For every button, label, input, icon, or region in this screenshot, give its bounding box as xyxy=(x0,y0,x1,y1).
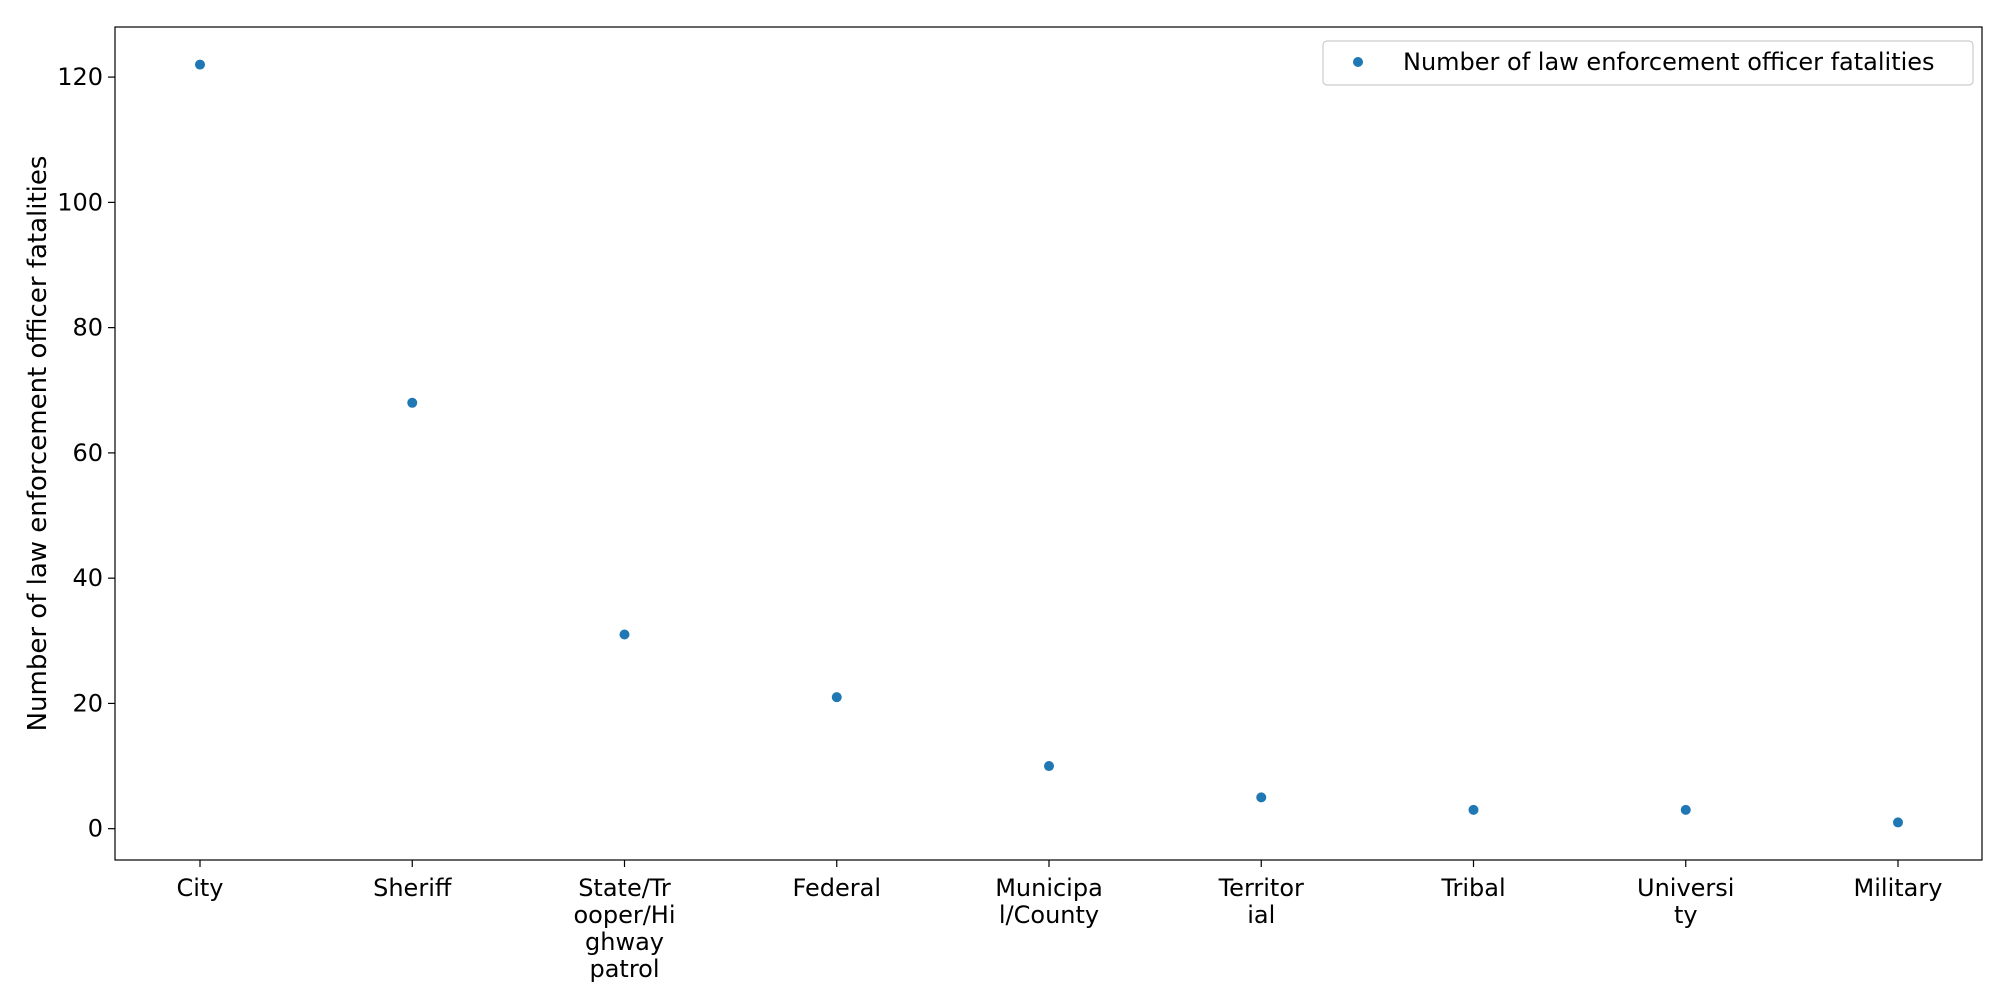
data-point xyxy=(195,59,205,70)
x-tick-label: Universi ty xyxy=(1637,874,1734,929)
y-tick-label: 100 xyxy=(57,188,103,216)
x-tick-label: City xyxy=(176,874,223,902)
data-point xyxy=(1680,804,1691,815)
legend-box xyxy=(1322,40,1974,86)
legend-marker xyxy=(1353,57,1363,67)
x-tick-label: Tribal xyxy=(1440,874,1505,902)
x-tick-label: Military xyxy=(1854,874,1943,902)
y-tick-label: 60 xyxy=(72,439,103,467)
x-tick-label: Municipa l/County xyxy=(995,874,1103,929)
data-point xyxy=(831,692,842,703)
legend: Number of law enforcement officer fatali… xyxy=(1322,40,1974,86)
x-tick-label: Territor ial xyxy=(1218,874,1304,929)
data-point xyxy=(1256,792,1267,803)
y-tick-label: 0 xyxy=(88,815,103,843)
data-point xyxy=(1044,761,1054,772)
plot-area-frame xyxy=(114,26,1983,861)
data-point xyxy=(1468,804,1479,815)
data-point xyxy=(1893,817,1903,828)
legend-label: Number of law enforcement officer fatali… xyxy=(1403,48,1935,76)
y-tick-label: 120 xyxy=(57,63,103,91)
data-point xyxy=(619,629,630,640)
x-axis-ticks: City Sheriff State/Tr ooper/Hi ghway patrol Fe… xyxy=(176,860,1942,983)
x-tick-label: Sheriff xyxy=(373,874,452,902)
y-tick-label: 20 xyxy=(72,689,103,717)
y-axis-label: Number of law enforcement officer fatali… xyxy=(23,156,53,732)
data-points xyxy=(195,59,1903,828)
y-axis-ticks: 0 20 40 60 80 100 120 xyxy=(57,63,115,843)
y-tick-label: 80 xyxy=(72,314,103,342)
data-point xyxy=(407,397,418,408)
y-tick-label: 40 xyxy=(72,564,103,592)
x-tick-label: State/Tr ooper/Hi ghway patrol xyxy=(573,874,675,983)
x-tick-label: Federal xyxy=(793,874,882,902)
